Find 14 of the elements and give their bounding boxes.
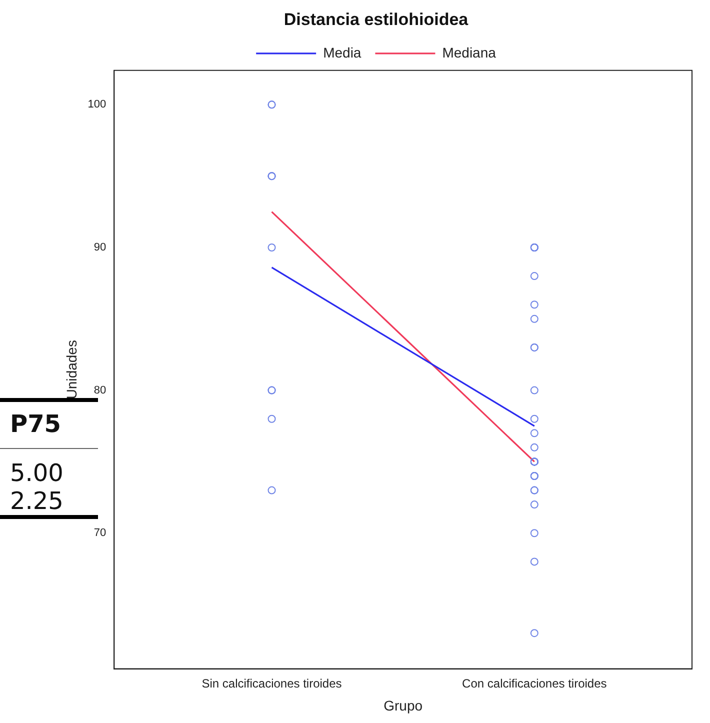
x-tick-label: Sin calcificaciones tiroides (202, 676, 342, 690)
x-tick-label: Con calcificaciones tiroides (462, 676, 607, 690)
y-tick-label: 80 (94, 384, 106, 396)
y-tick-label: 100 (88, 98, 106, 111)
y-tick-label: 70 (94, 527, 106, 540)
legend-label: Media (323, 44, 362, 60)
text: P75 (0, 398, 98, 449)
legend-label: Mediana (442, 44, 496, 60)
y-axis-title: Unidades (63, 340, 80, 400)
y-tick-label: 90 (94, 242, 106, 254)
chart-title: Distancia estilohioidea (284, 10, 469, 29)
x-axis-title: Grupo (384, 697, 423, 714)
text: 2.25 (0, 487, 98, 519)
text: 5.00 (9, 459, 64, 487)
